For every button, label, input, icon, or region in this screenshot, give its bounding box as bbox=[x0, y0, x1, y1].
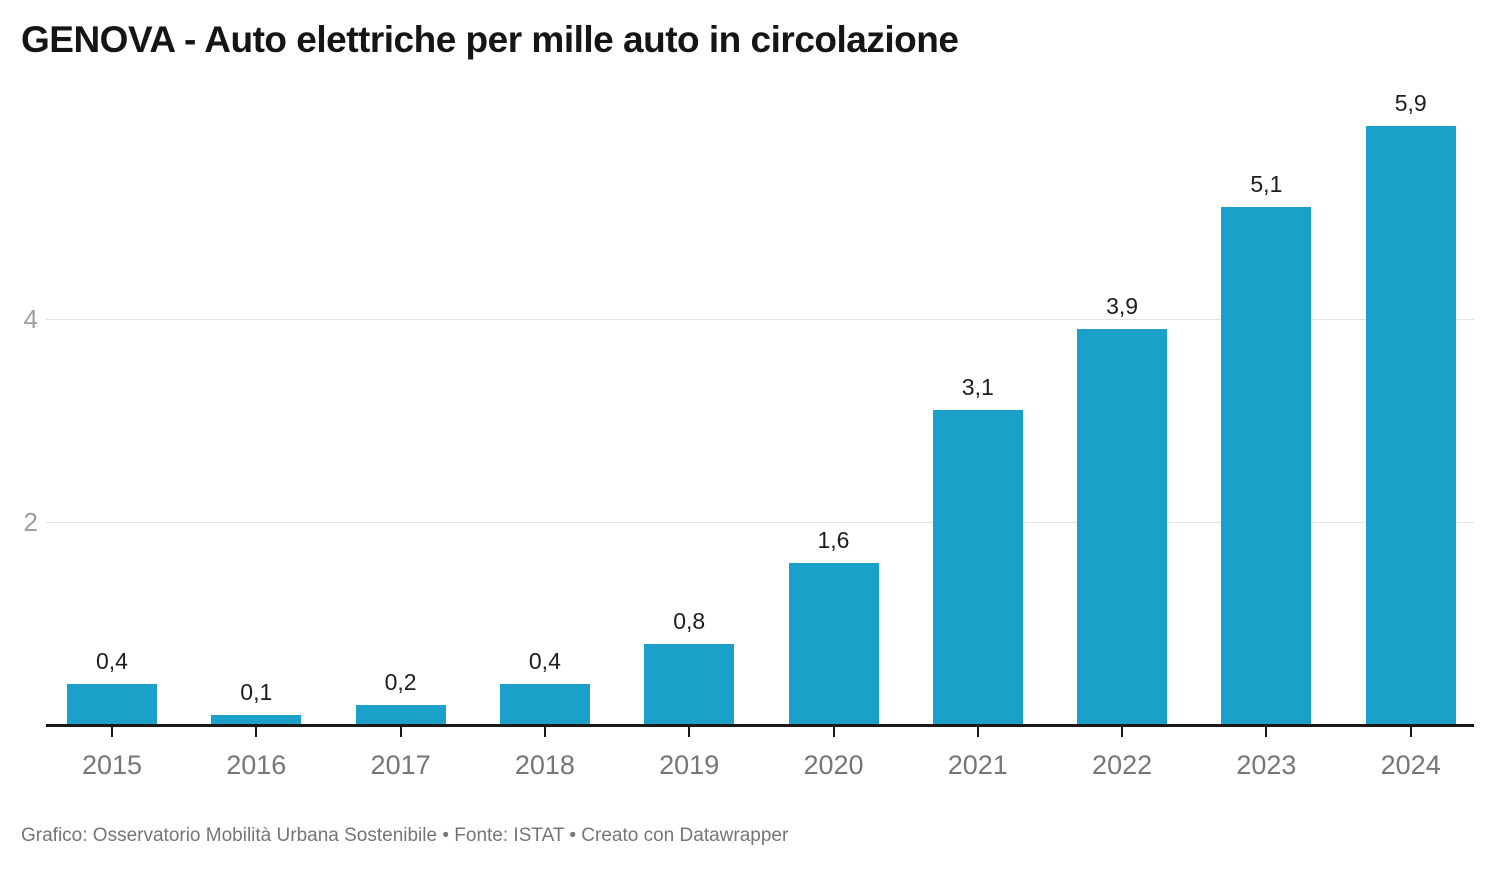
x-axis-line bbox=[46, 724, 1474, 727]
x-axis-tick-label: 2024 bbox=[1380, 750, 1441, 780]
bar-value-label: 5,9 bbox=[1394, 90, 1427, 117]
x-axis-tick-label: 2016 bbox=[226, 750, 287, 780]
gridline bbox=[46, 522, 1474, 523]
x-axis-tick-label: 2021 bbox=[947, 750, 1008, 780]
chart-title: GENOVA - Auto elettriche per mille auto … bbox=[21, 19, 959, 60]
bar-value-label: 3,9 bbox=[1106, 293, 1139, 320]
x-axis-tick bbox=[1121, 727, 1124, 737]
x-axis-tick-label: 2019 bbox=[659, 750, 720, 780]
bar bbox=[211, 714, 302, 725]
bar bbox=[1365, 126, 1456, 725]
x-axis-tick bbox=[832, 727, 835, 737]
bar bbox=[499, 684, 590, 725]
x-axis-tick bbox=[1265, 727, 1268, 737]
x-axis-tick bbox=[688, 727, 691, 737]
y-axis-tick-label: 2 bbox=[23, 507, 38, 537]
x-axis-tick bbox=[976, 727, 979, 737]
bar bbox=[788, 562, 879, 725]
gridline bbox=[46, 319, 1474, 320]
bar bbox=[644, 643, 735, 725]
x-axis-tick-label: 2020 bbox=[803, 750, 864, 780]
x-axis-tick bbox=[543, 727, 546, 737]
bar-value-label: 5,1 bbox=[1250, 171, 1283, 198]
x-axis-tick bbox=[1409, 727, 1412, 737]
x-axis-tick bbox=[255, 727, 258, 737]
x-axis-tick-label: 2018 bbox=[514, 750, 575, 780]
bar bbox=[932, 410, 1023, 725]
x-axis-tick-label: 2015 bbox=[81, 750, 143, 780]
x-axis-tick-label: 2022 bbox=[1092, 750, 1153, 780]
bar-value-label: 0,4 bbox=[528, 648, 561, 675]
bar-value-label: 0,4 bbox=[96, 648, 128, 675]
bar bbox=[355, 704, 446, 725]
chart-footer: Grafico: Osservatorio Mobilità Urbana So… bbox=[21, 825, 789, 846]
bar-value-label: 3,1 bbox=[961, 374, 994, 401]
x-axis-tick bbox=[111, 727, 113, 737]
x-axis-tick-label: 2017 bbox=[370, 750, 431, 780]
x-axis-tick bbox=[399, 727, 402, 737]
bar bbox=[67, 684, 157, 725]
y-axis-tick-label: 4 bbox=[23, 304, 38, 334]
bar-value-label: 1,6 bbox=[817, 526, 850, 553]
bar-value-label: 0,8 bbox=[673, 607, 706, 634]
bar-value-label: 0,1 bbox=[240, 678, 273, 705]
bar bbox=[1221, 207, 1312, 725]
bar-value-label: 0,2 bbox=[384, 668, 417, 695]
bar bbox=[1077, 329, 1168, 725]
x-axis-tick-label: 2023 bbox=[1236, 750, 1297, 780]
